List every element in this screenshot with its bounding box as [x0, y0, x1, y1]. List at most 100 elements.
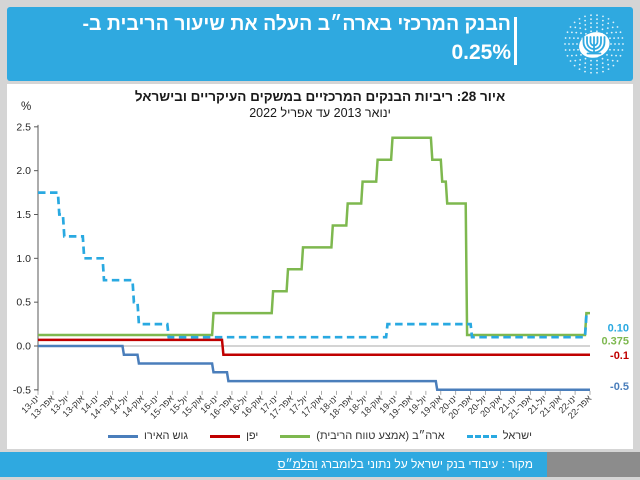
legend-swatch [280, 434, 311, 438]
logo-dot [621, 49, 624, 51]
logo-dot [569, 26, 572, 28]
logo-dot [590, 22, 592, 25]
logo-dot [610, 31, 613, 34]
logo-dot [596, 18, 598, 21]
bank-of-israel-logo-icon [562, 12, 626, 76]
logo-dot [584, 15, 586, 18]
logo-dot [568, 37, 571, 39]
end-value-label: -0.5 [610, 381, 629, 393]
logo-dot [611, 26, 614, 29]
logo-dot [601, 24, 604, 26]
logo-dot [579, 27, 582, 29]
y-tick-label: 0.5 [16, 297, 31, 309]
series-line-0 [38, 344, 590, 392]
logo-dot [596, 59, 598, 62]
logo-dot [564, 37, 567, 39]
logo-dot [596, 63, 598, 66]
logo-dot [596, 14, 598, 17]
logo-dot [596, 67, 598, 70]
logo-dot [590, 71, 592, 74]
logo-dot [616, 60, 619, 62]
footer-gray-block [547, 452, 640, 477]
logo-dot [569, 60, 572, 62]
logo-dot [602, 19, 604, 22]
logo-dot [574, 59, 577, 62]
logo-dot [615, 31, 617, 34]
legend-label: ארה״ב (אמצע טווח הריבית) [316, 430, 445, 442]
logo-dot [575, 31, 578, 34]
logo-dot [590, 63, 592, 66]
logo-dot [564, 43, 566, 45]
logo-dot [618, 43, 620, 45]
legend-swatch [108, 434, 138, 438]
series-line-2 [38, 136, 590, 337]
logo-dot [619, 54, 622, 57]
logo-dot [575, 54, 578, 57]
logo-dot [568, 43, 570, 45]
logo-dot [584, 62, 587, 64]
logo-dot [607, 63, 610, 66]
logo-dot [612, 64, 615, 67]
logo-dot [607, 22, 610, 25]
logo-dot [578, 18, 581, 20]
logo-dot [609, 48, 611, 51]
legend-item: גוש האירו [108, 430, 188, 442]
end-value-label: -0.1 [610, 350, 629, 362]
logo-dot [571, 31, 573, 34]
logo-dot [578, 68, 581, 70]
headline: הבנק המרכזי בארה״ב העלה את שיעור הריבית … [41, 12, 512, 66]
legend-item: ארה״ב (אמצע טווח הריבית) [280, 430, 445, 442]
logo-dot [590, 26, 592, 29]
y-tick-label: 2.0 [16, 165, 31, 177]
logo-dot [580, 54, 582, 56]
legend-item: ישראל [466, 430, 532, 442]
logo-dot [610, 54, 613, 57]
logo-dot [606, 59, 609, 61]
legend-swatch [466, 434, 497, 438]
chart-panel: 2.5 2.0 1.5 1.0 0.5 0.0 -0.5% ינו-13 אפר-13 יול-1… [7, 84, 633, 449]
logo-dot [601, 57, 604, 60]
source-bar: מקור : עיבודי בנק ישראל על נתוני בלומברג… [0, 452, 547, 477]
end-value-label: 0.375 [601, 336, 629, 348]
logo-dot [601, 62, 604, 64]
logo-dot [607, 68, 610, 70]
logo-dot [609, 37, 611, 40]
source-link[interactable]: והלמ״ס [277, 457, 318, 471]
logo-dot [610, 43, 612, 45]
headline-rate-value: 0.25% [451, 41, 511, 64]
logo-dot [611, 59, 614, 62]
logo-dot [612, 21, 615, 24]
header-divider [514, 17, 517, 65]
logo-dot [577, 37, 579, 40]
logo-dot [576, 43, 578, 45]
logo-dot [590, 59, 592, 62]
chart-title: איור 28: ריביות הבנקים המרכזיים במשקים ה… [134, 89, 506, 104]
y-tick-label: 2.5 [16, 121, 31, 133]
logo-dot [584, 57, 587, 60]
logo-dot [613, 49, 615, 51]
logo-dot [622, 43, 624, 45]
logo-dot [607, 18, 610, 20]
logo-dot [584, 66, 586, 69]
end-value-label: 0.10 [608, 323, 629, 335]
logo-dot [573, 49, 575, 51]
logo-dot [568, 49, 571, 51]
logo-dot [613, 37, 615, 39]
header-bar: הבנק המרכזי בארה״ב העלה את שיעור הריבית … [7, 7, 633, 81]
headline-line1: הבנק המרכזי בארה״ב העלה את שיעור הריבית … [82, 13, 512, 35]
logo-dot [584, 19, 586, 22]
legend-label: ישראל [502, 430, 532, 442]
logo-dot [590, 14, 592, 17]
source-text: מקור : עיבודי בנק ישראל על נתוני בלומברג [317, 457, 533, 471]
logo-dot [602, 15, 604, 18]
logo-dot [571, 54, 573, 57]
logo-dot [578, 63, 581, 66]
y-tick-label: -0.5 [13, 384, 31, 396]
logo-dot [602, 70, 604, 73]
logo-dot [580, 32, 582, 34]
logo-dot [619, 31, 622, 34]
legend-label: גוש האירו [144, 430, 189, 442]
logo-dot [606, 27, 609, 29]
logo-dot [573, 37, 575, 39]
logo-dot [566, 31, 569, 34]
